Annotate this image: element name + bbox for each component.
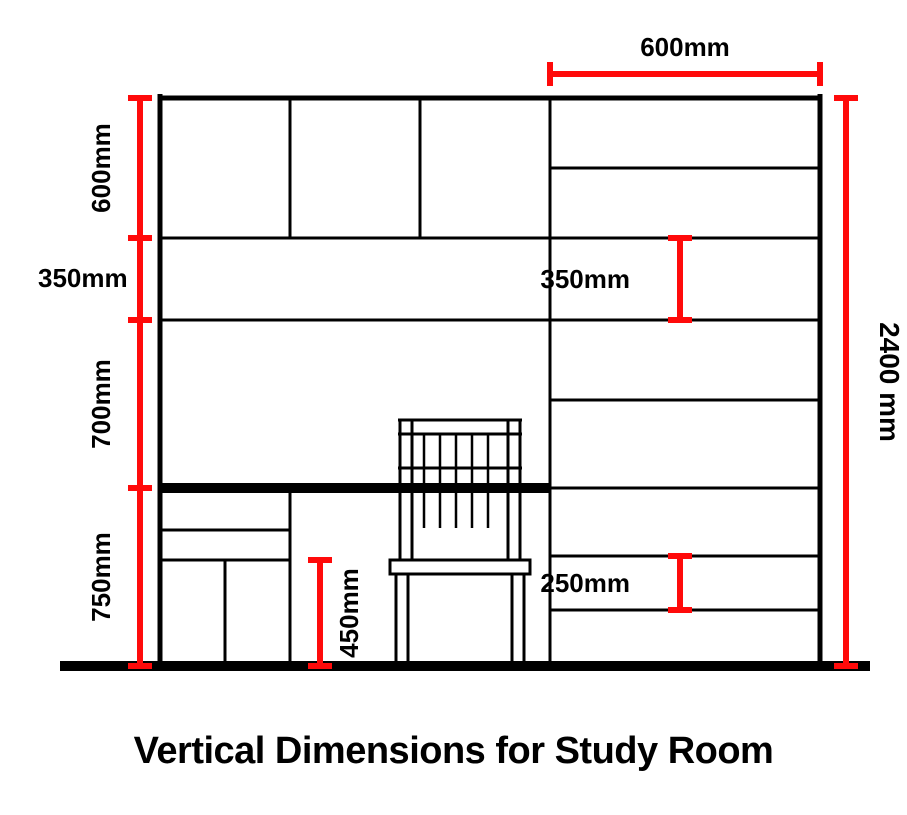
svg-text:750mm: 750mm	[86, 532, 116, 622]
diagram-title: Vertical Dimensions for Study Room	[0, 730, 907, 773]
svg-text:600mm: 600mm	[86, 123, 116, 213]
svg-text:700mm: 700mm	[86, 359, 116, 449]
svg-text:2400 mm: 2400 mm	[874, 322, 905, 442]
elevation-drawing: 600mm 350mm 700mm 750mm 2400 mm 600mm 350mm 250…	[0, 0, 907, 720]
diagram-canvas: 600mm 350mm 700mm 750mm 2400 mm 600mm 350mm 250…	[0, 0, 907, 815]
svg-text:450mm: 450mm	[334, 568, 364, 658]
svg-text:250mm: 250mm	[540, 568, 630, 598]
svg-text:600mm: 600mm	[640, 32, 730, 62]
svg-text:350mm: 350mm	[540, 264, 630, 294]
svg-text:350mm: 350mm	[38, 263, 128, 293]
